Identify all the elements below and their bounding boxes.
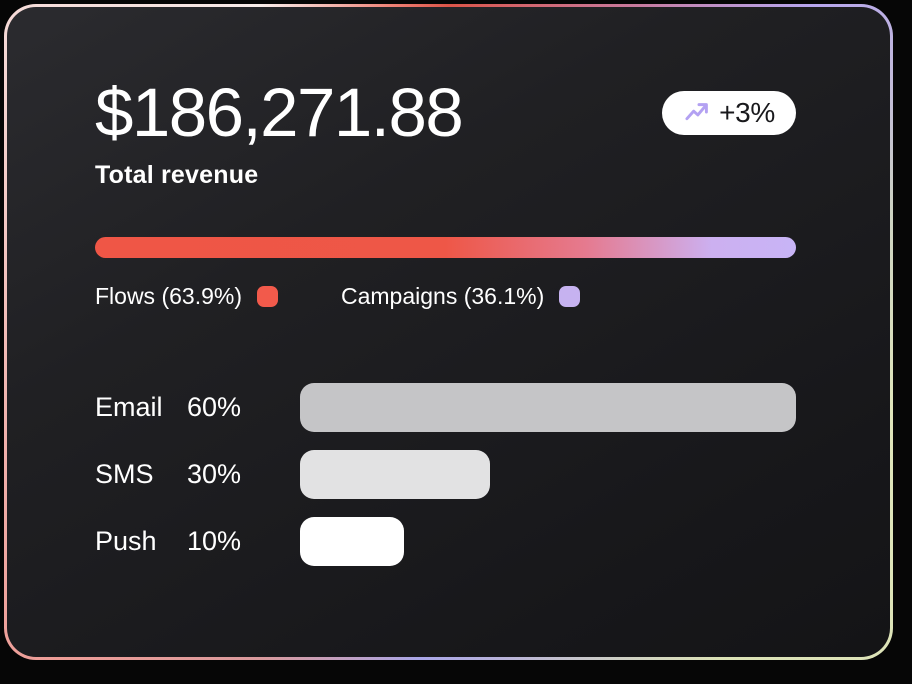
channel-percent: 30% (187, 459, 242, 489)
channel-row-sms: SMS 30% (95, 450, 796, 499)
channel-percent: 60% (187, 392, 242, 422)
channel-label: Email (95, 392, 163, 422)
channel-label: SMS (95, 459, 154, 489)
revenue-split-bar (95, 237, 796, 258)
channel-bar-track (300, 517, 796, 566)
revenue-header: $186,271.88 +3% (95, 78, 796, 147)
legend-label-campaigns: Campaigns (36.1%) (340, 283, 545, 309)
channel-bar-track (300, 450, 796, 499)
trending-up-icon (683, 99, 710, 126)
channel-bar (300, 450, 490, 499)
legend-item-flows: Flows (63.9%) (95, 281, 278, 311)
revenue-card: $186,271.88 +3% Total revenue Flows (63.… (4, 4, 893, 660)
channel-row-push: Push 10% (95, 517, 796, 566)
channel-bar (300, 517, 405, 566)
channel-label: Push (95, 526, 157, 556)
channel-bar-track (300, 383, 796, 432)
total-revenue-amount: $186,271.88 (95, 74, 464, 151)
legend-swatch-flows (256, 285, 278, 307)
channel-percent: 10% (187, 526, 242, 556)
legend-label-flows: Flows (63.9%) (95, 283, 242, 309)
channel-bar (300, 383, 796, 432)
legend-swatch-campaigns (559, 285, 581, 307)
legend-item-campaigns: Campaigns (36.1%) (340, 281, 581, 311)
channel-bar-chart: Email 60% SMS 30% Push 10% (95, 383, 796, 566)
revenue-card-surface: $186,271.88 +3% Total revenue Flows (63.… (7, 7, 890, 657)
trend-badge-value: +3% (719, 96, 775, 128)
channel-row-email: Email 60% (95, 383, 796, 432)
revenue-split-legend: Flows (63.9%) Campaigns (36.1%) (95, 281, 796, 311)
trend-badge: +3% (662, 90, 796, 135)
total-revenue-label: Total revenue (95, 161, 259, 189)
